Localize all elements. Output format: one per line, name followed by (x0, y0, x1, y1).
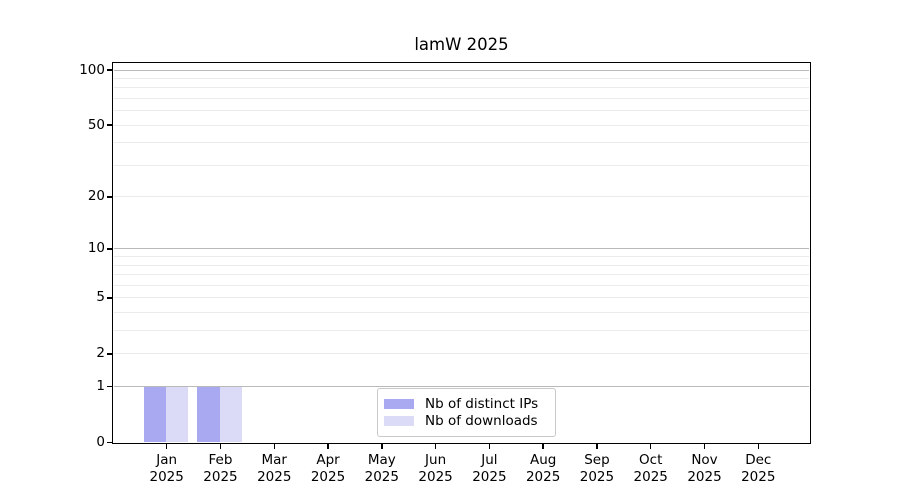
x-tick-month: Jun (425, 452, 447, 468)
y-tick-mark (107, 353, 112, 355)
x-tick-mark (757, 444, 760, 449)
legend-label: Nb of distinct IPs (425, 396, 539, 412)
x-tick-year: 2025 (149, 468, 184, 485)
x-tick-mark (165, 444, 168, 449)
gridline-major (114, 248, 809, 250)
x-tick-mark (381, 444, 383, 449)
bar-distinct-ips (143, 386, 167, 443)
x-tick-month: Jul (481, 452, 498, 468)
y-tick-mark (107, 248, 112, 250)
x-tick-month: Mar (261, 452, 287, 468)
x-tick-label: Oct 2025 (619, 452, 683, 485)
y-tick-label: 20 (87, 188, 105, 205)
x-tick-year: 2025 (203, 468, 238, 485)
x-tick-year: 2025 (579, 468, 615, 485)
y-tick-mark (107, 385, 112, 388)
legend-swatch (384, 399, 414, 409)
gridline-minor (114, 77, 809, 79)
legend-entry: Nb of downloads (384, 413, 547, 429)
x-tick-label: Jun 2025 (404, 452, 468, 485)
x-tick-month: May (367, 452, 396, 468)
x-tick-month: Dec (745, 452, 772, 468)
bar-downloads (219, 386, 243, 443)
gridline-minor (114, 330, 809, 332)
x-tick-year: 2025 (741, 468, 776, 485)
y-tick-mark (107, 196, 112, 198)
x-tick-label: Dec 2025 (726, 452, 790, 485)
x-tick-year: 2025 (633, 468, 668, 485)
x-tick-mark (434, 444, 437, 449)
x-tick-mark (703, 444, 706, 449)
x-tick-label: Sep 2025 (565, 452, 629, 485)
gridline-minor (114, 164, 809, 166)
x-tick-month: Nov (691, 452, 718, 468)
gridline-minor (114, 87, 809, 89)
y-tick-label: 5 (96, 289, 105, 306)
gridline-minor (114, 312, 809, 314)
x-tick-label: Mar 2025 (242, 452, 306, 485)
gridline-major (114, 69, 809, 71)
x-tick-year: 2025 (418, 468, 453, 485)
x-tick-month: Aug (529, 452, 557, 468)
gridline-minor (114, 124, 809, 126)
legend-label: Nb of downloads (425, 413, 538, 429)
gridline-minor (114, 297, 809, 299)
x-tick-mark (219, 444, 222, 449)
y-tick-label: 100 (79, 61, 105, 78)
x-tick-month: Oct (639, 452, 663, 468)
gridline-minor (114, 264, 809, 266)
x-tick-mark (542, 444, 544, 449)
x-tick-mark (327, 444, 329, 449)
gridline-minor (114, 142, 809, 144)
x-tick-year: 2025 (257, 468, 292, 485)
x-tick-month: Apr (316, 452, 340, 468)
legend-swatch (384, 416, 414, 426)
x-tick-mark (649, 444, 652, 449)
x-tick-year: 2025 (310, 468, 346, 485)
x-tick-month: Sep (584, 452, 610, 468)
y-tick-label: 10 (87, 240, 105, 257)
y-tick-label: 0 (96, 434, 105, 450)
x-tick-month: Feb (208, 452, 233, 468)
x-tick-mark (596, 444, 598, 449)
legend-entry: Nb of distinct IPs (384, 396, 547, 412)
gridline-minor (114, 256, 809, 258)
x-tick-label: Aug 2025 (511, 452, 575, 485)
gridline-minor (114, 284, 809, 286)
gridline-minor (114, 110, 809, 112)
x-tick-label: Jul 2025 (457, 452, 521, 485)
gridline-minor (114, 353, 809, 355)
x-tick-mark (488, 444, 491, 449)
gridline-major (114, 386, 809, 388)
legend: Nb of distinct IPs Nb of downloads (377, 388, 556, 437)
y-tick-mark (107, 297, 112, 299)
y-tick-label: 1 (96, 378, 105, 395)
gridline-minor (114, 274, 809, 276)
gridline-minor (114, 196, 809, 198)
y-tick-mark (107, 124, 112, 126)
y-tick-mark (107, 69, 112, 71)
x-tick-year: 2025 (472, 468, 507, 485)
x-tick-label: May 2025 (350, 452, 414, 485)
y-tick-mark (107, 441, 112, 444)
bar-distinct-ips (197, 386, 220, 443)
x-tick-mark (273, 444, 275, 449)
bar-downloads (166, 386, 189, 443)
x-tick-year: 2025 (687, 468, 722, 485)
gridline-minor (114, 97, 809, 99)
x-tick-month: Jan (156, 452, 178, 468)
y-tick-label: 50 (87, 116, 105, 133)
x-tick-label: Apr 2025 (296, 452, 360, 485)
x-tick-label: Nov 2025 (673, 452, 737, 485)
x-tick-label: Jan 2025 (135, 452, 199, 485)
x-tick-label: Feb 2025 (188, 452, 252, 485)
x-tick-year: 2025 (525, 468, 561, 485)
x-tick-year: 2025 (364, 468, 399, 485)
y-tick-label: 2 (96, 345, 105, 362)
chart-title: lamW 2025 (414, 35, 509, 54)
